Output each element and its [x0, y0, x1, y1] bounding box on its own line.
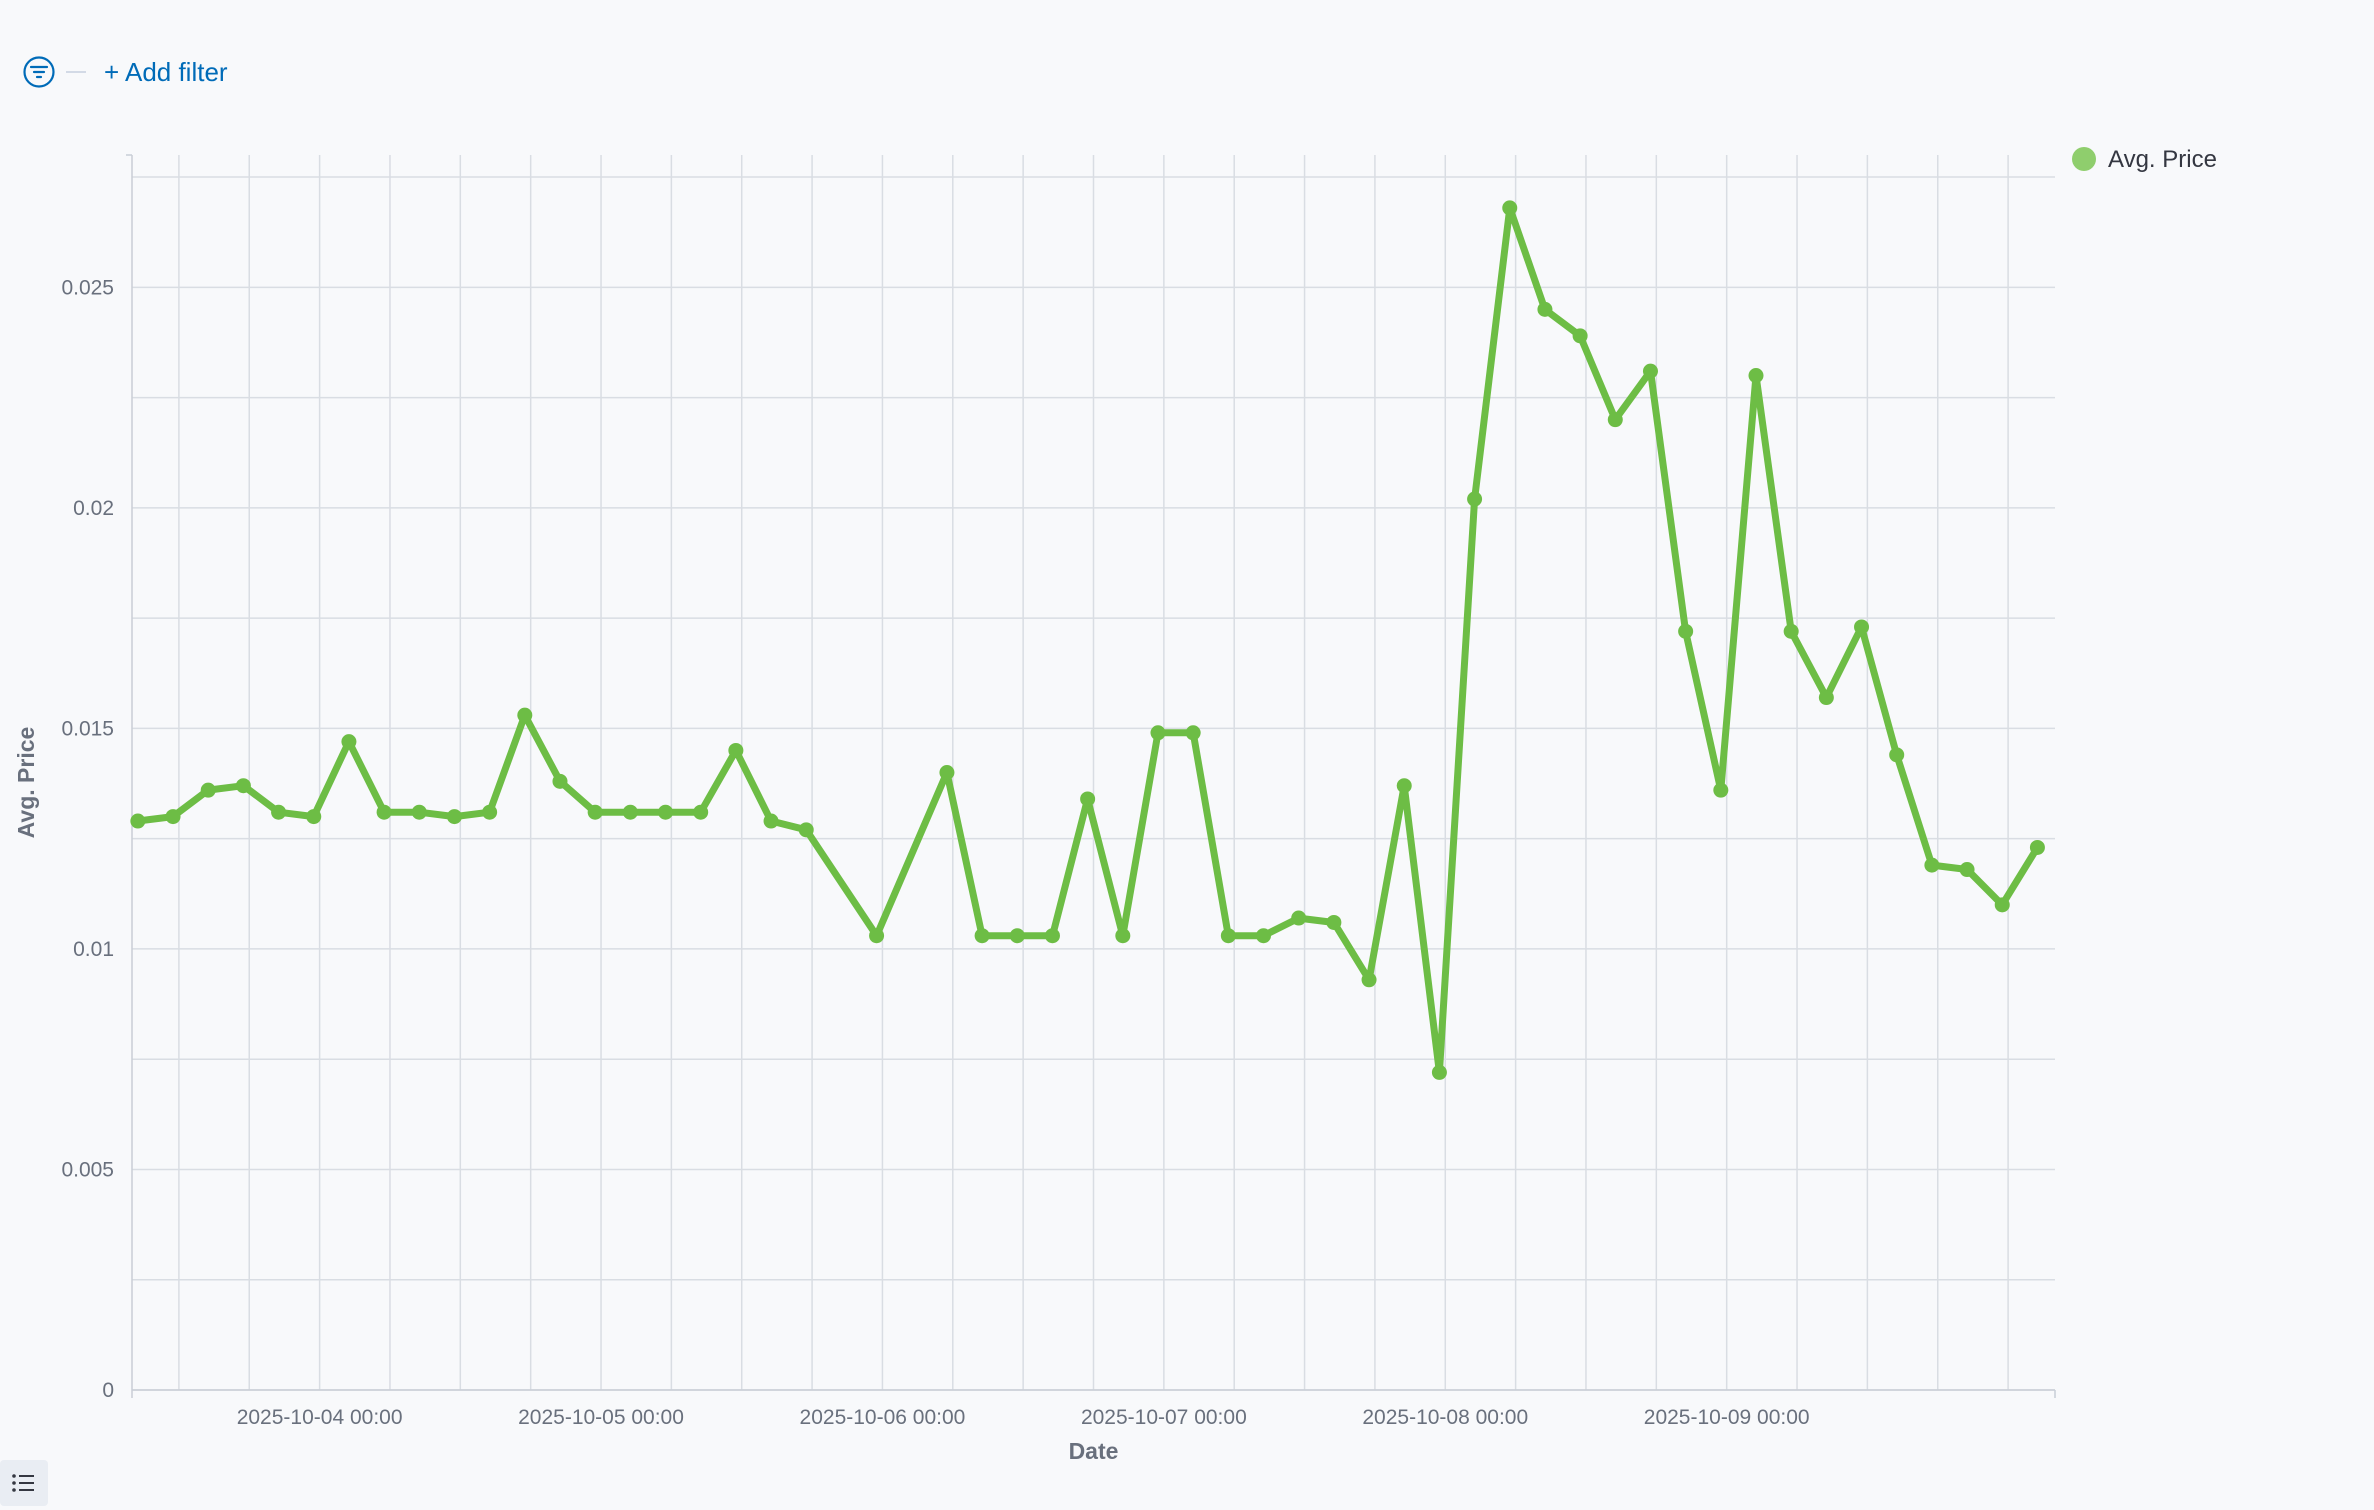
x-tick-label: 2025-10-09 00:00	[1644, 1406, 1810, 1429]
y-tick-label: 0	[102, 1379, 114, 1402]
data-point	[1467, 491, 1483, 507]
data-point	[1150, 725, 1166, 741]
data-point	[130, 813, 146, 829]
data-point	[658, 804, 674, 820]
data-point	[376, 804, 392, 820]
data-point	[1115, 928, 1131, 944]
data-point	[1431, 1064, 1447, 1080]
data-point	[271, 804, 287, 820]
x-tick-label: 2025-10-04 00:00	[237, 1406, 403, 1429]
data-point	[798, 822, 814, 838]
data-point	[1537, 301, 1553, 317]
data-point	[341, 734, 357, 750]
data-point	[1361, 972, 1377, 988]
data-point	[1783, 623, 1799, 639]
x-tick-label: 2025-10-07 00:00	[1081, 1406, 1247, 1429]
x-tick-label: 2025-10-06 00:00	[800, 1406, 966, 1429]
data-point	[974, 928, 990, 944]
data-point	[1396, 778, 1412, 794]
data-point	[1959, 862, 1975, 878]
data-point	[446, 809, 462, 825]
data-point	[517, 707, 533, 723]
data-point	[1748, 368, 1764, 384]
data-point	[1256, 928, 1272, 944]
x-tick-label: 2025-10-05 00:00	[518, 1406, 684, 1429]
data-point	[939, 765, 955, 780]
data-point	[763, 813, 779, 829]
legend-label: Avg. Price	[2108, 146, 2217, 173]
filter-bar: + Add filter	[22, 52, 228, 92]
data-point	[1502, 200, 1518, 216]
data-point	[2029, 839, 2045, 855]
y-tick-label: 0.025	[61, 276, 114, 299]
list-icon	[12, 1474, 34, 1492]
data-point	[1044, 928, 1060, 944]
data-point	[1854, 619, 1870, 635]
y-axis-title: Avg. Price	[13, 727, 39, 839]
data-point	[728, 742, 744, 758]
data-point	[1818, 690, 1834, 706]
data-point	[1642, 363, 1658, 379]
filter-separator	[66, 71, 86, 73]
data-point	[482, 804, 498, 820]
data-point	[200, 782, 216, 798]
data-point	[411, 804, 427, 820]
list-toggle-button[interactable]	[0, 1460, 48, 1506]
add-filter-button[interactable]: + Add filter	[104, 56, 228, 87]
data-point	[1220, 928, 1236, 944]
data-point	[1889, 747, 1905, 763]
data-point	[693, 804, 709, 820]
y-tick-label: 0.005	[61, 1158, 114, 1181]
data-point	[1572, 328, 1588, 344]
data-point	[165, 809, 181, 825]
data-point	[622, 804, 638, 820]
data-point	[1607, 412, 1623, 428]
data-point	[1009, 928, 1025, 944]
data-point	[1713, 782, 1729, 798]
filter-icon[interactable]	[22, 55, 56, 89]
data-point	[306, 809, 322, 825]
x-tick-label: 2025-10-08 00:00	[1362, 1406, 1528, 1429]
data-point	[552, 773, 568, 789]
data-point	[1678, 623, 1694, 639]
data-point	[1994, 897, 2010, 913]
data-point	[1924, 857, 1940, 873]
y-tick-label: 0.015	[61, 717, 114, 740]
data-point	[235, 778, 251, 794]
series-line	[134, 204, 2041, 1076]
data-point	[1326, 914, 1342, 930]
data-point	[587, 804, 603, 820]
y-tick-label: 0.01	[73, 938, 114, 961]
legend-dot	[2072, 147, 2096, 171]
legend-item[interactable]: Avg. Price	[2072, 146, 2217, 173]
x-axis-title: Date	[1069, 1438, 1119, 1464]
data-point	[1185, 725, 1201, 741]
data-point	[1291, 910, 1307, 926]
data-point	[1080, 791, 1096, 807]
y-tick-label: 0.02	[73, 497, 114, 520]
data-point	[869, 928, 885, 944]
